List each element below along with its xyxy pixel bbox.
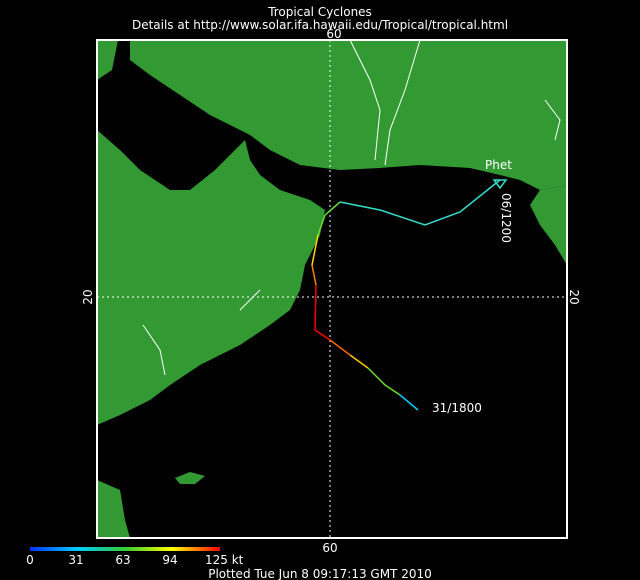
land bbox=[97, 40, 567, 538]
storm-name: Phet bbox=[485, 158, 512, 172]
subtitle: Details at http://www.solar.ifa.hawaii.e… bbox=[132, 18, 508, 32]
grid bbox=[97, 40, 567, 538]
lon-label: 60 bbox=[322, 541, 337, 555]
storm-track bbox=[311, 179, 508, 411]
storm-start-time: 31/1800 bbox=[432, 401, 482, 415]
colorbar-label: 63 bbox=[115, 553, 130, 567]
colorbar bbox=[30, 547, 220, 551]
colorbar-label: 31 bbox=[68, 553, 83, 567]
footer: Plotted Tue Jun 8 09:17:13 GMT 2010 bbox=[208, 567, 432, 580]
colorbar-label: 0 bbox=[26, 553, 34, 567]
colorbar-label: 94 bbox=[162, 553, 177, 567]
title: Tropical Cyclones bbox=[267, 5, 372, 19]
map-frame bbox=[96, 39, 568, 539]
lat-label: 20 bbox=[81, 289, 95, 304]
lat-label: 20 bbox=[567, 289, 581, 304]
lon-label: 60 bbox=[326, 27, 341, 41]
colorbar-label: 125 kt bbox=[205, 553, 244, 567]
borders bbox=[142, 39, 561, 376]
storm-end-time: 06/1200 bbox=[499, 193, 513, 243]
